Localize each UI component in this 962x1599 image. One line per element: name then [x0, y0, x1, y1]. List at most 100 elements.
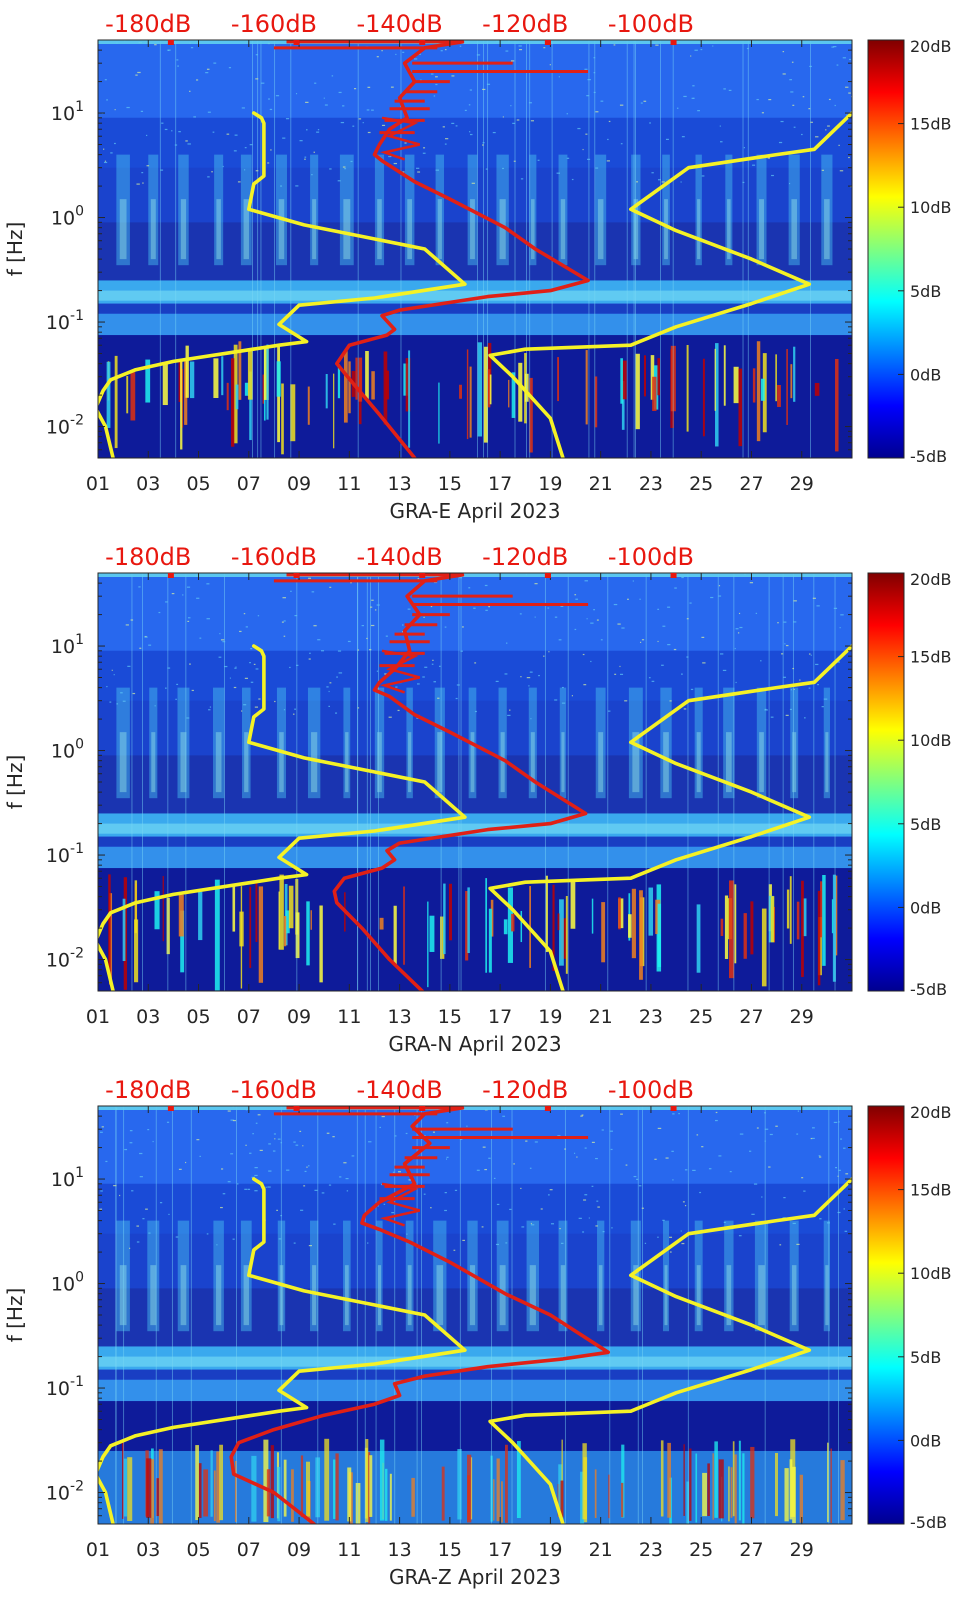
burst-plume: [213, 1220, 224, 1332]
noise-speckle: [556, 172, 560, 174]
low-freq-column: [127, 1457, 133, 1521]
burst-core: [312, 199, 317, 260]
noise-speckle: [691, 97, 694, 99]
low-freq-column: [777, 384, 781, 407]
noise-speckle: [333, 1223, 336, 1225]
noise-speckle: [455, 697, 458, 700]
noise-speckle: [177, 65, 179, 67]
noise-speckle: [186, 586, 191, 588]
burst-core: [531, 199, 535, 260]
low-freq-column: [305, 1461, 311, 1517]
noise-speckle: [593, 609, 596, 611]
noise-speckle: [676, 107, 679, 109]
noise-speckle: [326, 686, 329, 688]
noise-speckle: [529, 1167, 532, 1169]
noise-speckle: [249, 144, 253, 146]
low-freq-column: [784, 1468, 789, 1522]
low-freq-column: [467, 887, 470, 954]
x-tick-label: 27: [739, 1006, 763, 1028]
noise-speckle: [446, 1122, 449, 1124]
noise-speckle: [103, 161, 108, 164]
burst-plume: [240, 1220, 252, 1332]
low-freq-column: [770, 896, 775, 943]
low-freq-column: [520, 910, 523, 943]
noise-speckle: [250, 681, 254, 683]
noise-speckle: [609, 1130, 613, 1132]
noise-speckle: [785, 644, 789, 647]
noise-speckle: [305, 101, 309, 103]
noise-speckle: [755, 612, 758, 615]
noise-speckle: [540, 1208, 543, 1210]
top-db-tick: [419, 40, 426, 45]
y-tick-label: 100: [51, 204, 84, 230]
noise-speckle: [361, 625, 364, 627]
low-freq-column: [493, 1479, 495, 1521]
low-freq-column: [756, 341, 761, 442]
noise-speckle: [388, 155, 392, 158]
burst-core: [278, 199, 285, 260]
noise-speckle: [714, 1119, 718, 1122]
noise-speckle: [486, 83, 491, 85]
low-freq-column: [385, 1468, 388, 1521]
low-freq-column: [226, 382, 229, 411]
noise-speckle: [722, 669, 727, 672]
low-freq-column: [792, 1466, 796, 1524]
noise-speckle: [737, 632, 740, 634]
noise-speckle: [295, 185, 299, 187]
noise-speckle: [199, 637, 202, 639]
noise-speckle: [702, 662, 706, 664]
x-tick-label: 03: [136, 1006, 160, 1028]
noise-speckle: [336, 676, 338, 678]
noise-speckle: [139, 1176, 143, 1178]
burst-core: [758, 1265, 765, 1326]
noise-speckle: [476, 54, 481, 56]
noise-speckle: [587, 158, 591, 160]
low-freq-column: [469, 366, 472, 438]
burst-core: [633, 1265, 639, 1326]
low-freq-column: [379, 1439, 385, 1521]
low-freq-column: [108, 874, 111, 976]
noise-speckle: [299, 1130, 302, 1133]
noise-speckle: [196, 597, 200, 599]
low-freq-column: [262, 374, 264, 404]
burst-plume: [405, 1220, 414, 1332]
noise-speckle: [780, 120, 784, 123]
low-freq-column: [371, 371, 375, 400]
noise-speckle: [208, 709, 211, 711]
low-freq-column: [827, 1442, 829, 1523]
burst-core: [119, 1265, 127, 1326]
noise-speckle: [764, 1128, 769, 1130]
noise-speckle: [370, 606, 373, 608]
noise-speckle: [690, 55, 692, 57]
noise-speckle: [848, 156, 850, 159]
low-freq-column: [750, 1446, 755, 1519]
psd-jitter: [379, 649, 421, 694]
noise-speckle: [113, 1185, 117, 1187]
noise-speckle: [367, 131, 371, 134]
noise-speckle: [809, 65, 812, 68]
burst-core: [759, 732, 764, 793]
low-freq-column: [438, 382, 440, 444]
y-axis: 10-2 10-1 100 101: [46, 39, 852, 459]
noise-speckle: [347, 640, 351, 643]
noise-speckle: [648, 677, 651, 679]
top-db-label: -160dB: [231, 543, 317, 571]
noise-speckle: [672, 1179, 674, 1181]
noise-speckle: [314, 1189, 318, 1191]
panel-1: 01 03 05 07 09 11 13 15 17 19 21 23 25 27 29 GRA-E Apri…: [3, 10, 952, 523]
noise-speckle: [804, 717, 806, 719]
freq-band: [98, 836, 852, 847]
noise-speckle: [681, 576, 684, 579]
noise-speckle: [502, 116, 504, 118]
colorbar-tick-label: 0dB: [910, 1431, 941, 1450]
microseism-band: [98, 823, 852, 834]
noise-speckle: [344, 168, 347, 170]
low-freq-column: [189, 361, 195, 399]
curve-yellow-high-noise-model: [488, 644, 852, 991]
noise-speckle: [756, 1127, 759, 1129]
noise-speckle: [148, 1232, 151, 1234]
noise-speckle: [833, 607, 838, 609]
colorbar-tick-label: 10dB: [910, 731, 952, 750]
top-db-label: -120dB: [482, 10, 568, 38]
noise-speckle: [106, 99, 108, 101]
